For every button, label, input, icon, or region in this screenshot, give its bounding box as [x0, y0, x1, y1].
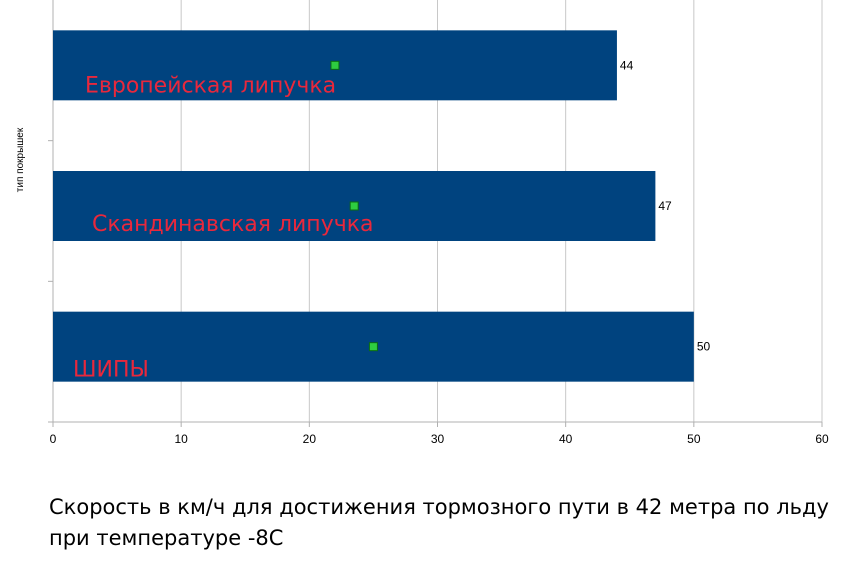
- x-tick-label: 40: [559, 432, 573, 446]
- x-tick-label: 60: [815, 432, 829, 446]
- marker-point: [349, 201, 359, 211]
- data-label: 44: [620, 58, 634, 72]
- bars: [53, 30, 694, 382]
- marker-point: [368, 342, 378, 352]
- bar-chart: 44 47 50 Европейская липучка Скандинавская …: [15, 0, 829, 446]
- x-tick-label: 50: [687, 432, 701, 446]
- category-label: Скандинавская липучка: [92, 212, 373, 237]
- x-tick-label: 30: [431, 432, 445, 446]
- data-labels: 44 47 50: [620, 58, 711, 353]
- category-label: Европейская липучка: [85, 73, 336, 98]
- marker-point: [330, 60, 340, 70]
- x-tick-label: 0: [50, 432, 57, 446]
- x-tick-labels: 0 10 20 30 40 50 60: [50, 432, 829, 446]
- data-label: 50: [697, 340, 711, 354]
- category-label: ШИПЫ: [73, 358, 149, 383]
- category-labels: Европейская липучка Скандинавская липучка…: [73, 73, 373, 382]
- chart-caption: Скорость в км/ч для достижения тормозног…: [49, 495, 829, 550]
- x-tick-label: 10: [174, 432, 188, 446]
- markers: [330, 60, 378, 352]
- y-axis-title: тип покрышек: [15, 127, 26, 192]
- data-label: 47: [658, 199, 672, 213]
- x-tick-label: 20: [303, 432, 317, 446]
